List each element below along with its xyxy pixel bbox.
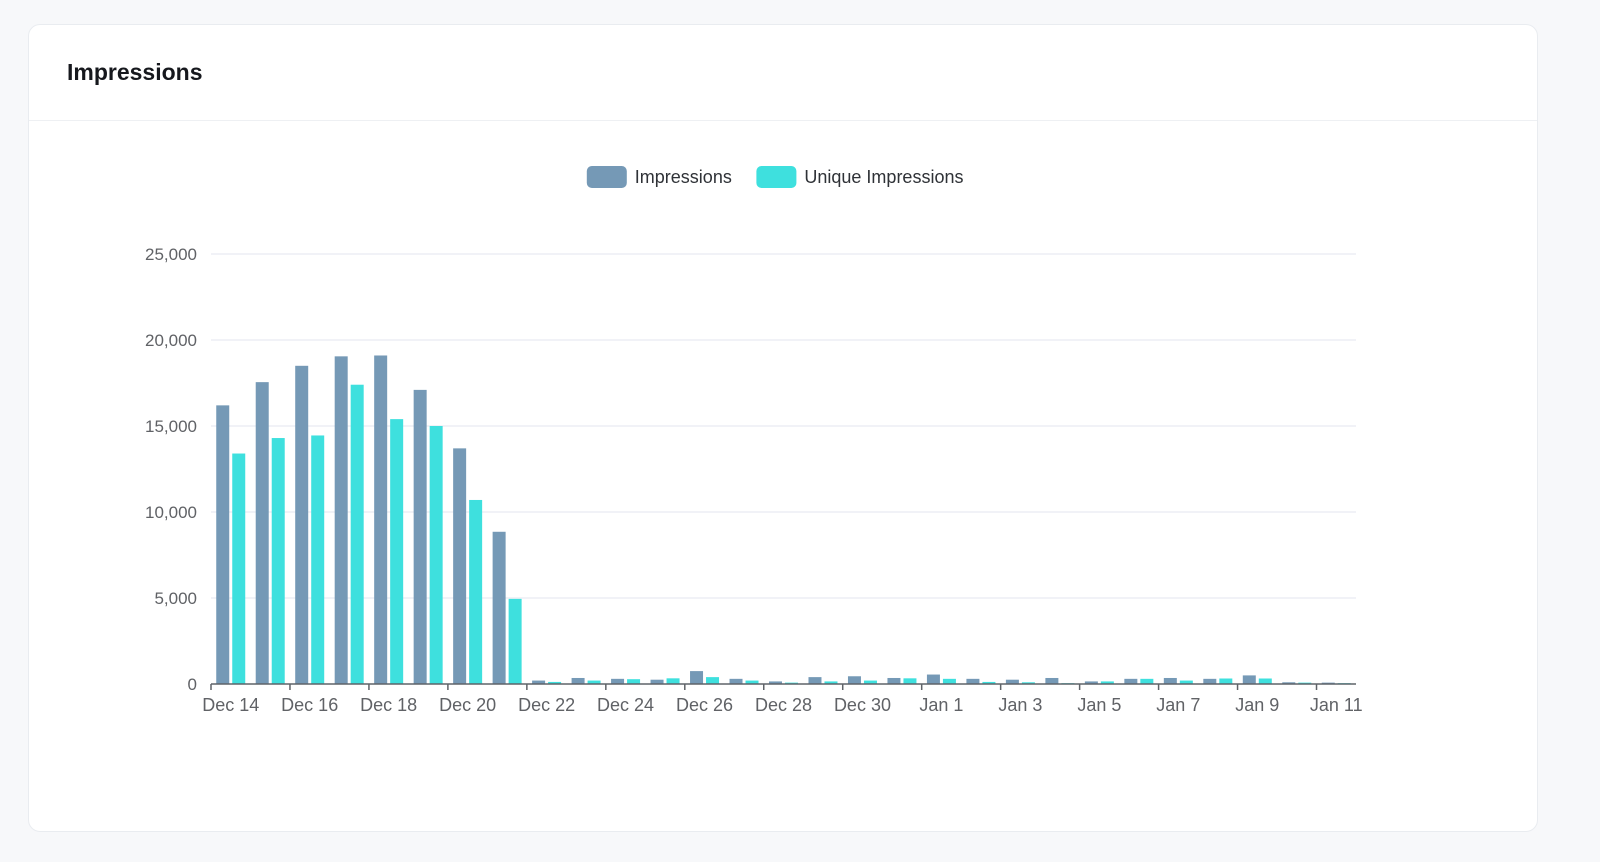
bar-unique-impressions: [232, 453, 246, 684]
impressions-card: Impressions: [28, 24, 1538, 832]
x-tick-label: Dec 14: [202, 695, 259, 715]
bar-impressions: [1203, 678, 1217, 684]
bar-unique-impressions: [350, 384, 364, 684]
legend-swatch-impressions: [586, 166, 627, 188]
bar-unique-impressions: [1219, 678, 1233, 684]
bar-unique-impressions: [1021, 682, 1035, 684]
legend-swatch-unique-impressions: [756, 166, 797, 188]
x-tick-label: Dec 26: [676, 695, 733, 715]
y-tick-label: 10,000: [145, 503, 197, 522]
y-tick-label: 0: [188, 675, 197, 694]
x-tick-label: Dec 18: [360, 695, 417, 715]
bar-impressions: [492, 531, 506, 684]
x-tick-label: Jan 9: [1235, 695, 1279, 715]
card-title: Impressions: [67, 59, 203, 85]
bar-unique-impressions: [508, 598, 522, 684]
bar-impressions: [926, 674, 940, 684]
bar-impressions: [413, 389, 427, 684]
bar-impressions: [295, 365, 309, 684]
bar-unique-impressions: [390, 419, 404, 684]
x-tick-label: Dec 20: [439, 695, 496, 715]
bar-unique-impressions: [271, 438, 285, 684]
bar-unique-impressions: [982, 681, 996, 684]
bar-unique-impressions: [1258, 678, 1272, 684]
bar-impressions: [532, 680, 546, 684]
bar-impressions: [374, 355, 388, 684]
x-tick-label: Jan 7: [1156, 695, 1200, 715]
bar-impressions: [808, 677, 822, 684]
x-tick-label: Jan 1: [919, 695, 963, 715]
bar-unique-impressions: [429, 426, 443, 684]
bar-impressions: [611, 678, 625, 684]
bar-unique-impressions: [903, 678, 917, 684]
x-tick-label: Dec 22: [518, 695, 575, 715]
bar-impressions: [334, 356, 348, 684]
bar-impressions: [1242, 675, 1256, 684]
bar-unique-impressions: [666, 678, 680, 684]
card-header: Impressions: [29, 25, 1537, 121]
x-tick-label: Jan 5: [1077, 695, 1121, 715]
bar-unique-impressions: [548, 681, 562, 684]
legend-label-impressions: Impressions: [635, 167, 732, 187]
bar-impressions: [690, 671, 704, 684]
bar-unique-impressions: [1179, 680, 1193, 684]
x-tick-label: Dec 24: [597, 695, 654, 715]
bar-impressions: [1005, 679, 1019, 684]
x-tick-label: Dec 28: [755, 695, 812, 715]
bar-impressions: [1045, 677, 1059, 684]
bar-unique-impressions: [627, 679, 641, 684]
bar-impressions: [887, 677, 901, 684]
x-tick-label: Dec 30: [834, 695, 891, 715]
bar-impressions: [847, 676, 861, 684]
bar-unique-impressions: [1140, 678, 1154, 684]
bar-unique-impressions: [587, 680, 601, 684]
bar-impressions: [729, 678, 743, 684]
x-tick-label: Dec 16: [281, 695, 338, 715]
y-tick-label: 20,000: [145, 331, 197, 350]
y-tick-label: 15,000: [145, 417, 197, 436]
bar-impressions: [1282, 682, 1296, 684]
bar-impressions: [216, 405, 230, 684]
x-tick-label: Jan 3: [998, 695, 1042, 715]
x-tick-label: Jan 11: [1310, 695, 1363, 715]
bar-impressions: [966, 678, 980, 684]
bar-unique-impressions: [942, 678, 956, 684]
bar-unique-impressions: [824, 681, 838, 684]
bar-impressions: [650, 679, 664, 684]
bar-impressions: [453, 448, 467, 684]
bar-impressions: [1084, 681, 1098, 684]
bar-unique-impressions: [706, 677, 720, 684]
bar-unique-impressions: [311, 435, 325, 684]
y-tick-label: 25,000: [145, 245, 197, 264]
bar-impressions: [1163, 677, 1177, 684]
bar-unique-impressions: [863, 680, 877, 684]
bar-impressions: [1124, 678, 1138, 684]
bar-unique-impressions: [1100, 681, 1114, 684]
bar-unique-impressions: [745, 680, 759, 684]
bar-unique-impressions: [469, 499, 483, 684]
bar-impressions: [769, 681, 782, 684]
bar-impressions: [255, 382, 269, 684]
bar-impressions: [571, 677, 585, 684]
legend-label-unique-impressions: Unique Impressions: [804, 167, 963, 187]
y-tick-label: 5,000: [154, 589, 197, 608]
